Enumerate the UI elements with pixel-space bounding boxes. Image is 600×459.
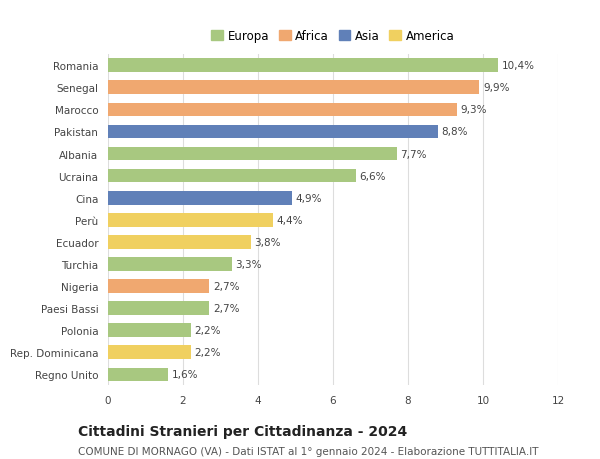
Text: 8,8%: 8,8% [442, 127, 468, 137]
Text: COMUNE DI MORNAGO (VA) - Dati ISTAT al 1° gennaio 2024 - Elaborazione TUTTITALIA: COMUNE DI MORNAGO (VA) - Dati ISTAT al 1… [78, 446, 539, 456]
Text: 9,3%: 9,3% [461, 105, 487, 115]
Bar [108, 257, 232, 271]
Text: Cittadini Stranieri per Cittadinanza - 2024: Cittadini Stranieri per Cittadinanza - 2… [78, 425, 407, 438]
Bar [108, 368, 168, 381]
Bar [108, 81, 479, 95]
Bar [108, 59, 498, 73]
Text: 4,4%: 4,4% [277, 215, 303, 225]
Bar [108, 103, 457, 117]
Bar [108, 191, 292, 205]
Text: 1,6%: 1,6% [172, 369, 198, 380]
Text: 10,4%: 10,4% [502, 61, 535, 71]
Bar [108, 147, 397, 161]
Text: 9,9%: 9,9% [483, 83, 509, 93]
Text: 2,7%: 2,7% [213, 303, 239, 313]
Text: 3,3%: 3,3% [235, 259, 262, 269]
Text: 2,2%: 2,2% [194, 325, 221, 336]
Text: 7,7%: 7,7% [401, 149, 427, 159]
Text: 2,7%: 2,7% [213, 281, 239, 291]
Bar [108, 235, 251, 249]
Bar [108, 169, 355, 183]
Text: 2,2%: 2,2% [194, 347, 221, 358]
Bar [108, 346, 191, 359]
Text: 4,9%: 4,9% [296, 193, 322, 203]
Bar [108, 280, 209, 293]
Bar [108, 125, 438, 139]
Bar [108, 302, 209, 315]
Bar [108, 324, 191, 337]
Text: 3,8%: 3,8% [254, 237, 281, 247]
Bar [108, 213, 273, 227]
Text: 6,6%: 6,6% [359, 171, 386, 181]
Legend: Europa, Africa, Asia, America: Europa, Africa, Asia, America [209, 28, 457, 45]
